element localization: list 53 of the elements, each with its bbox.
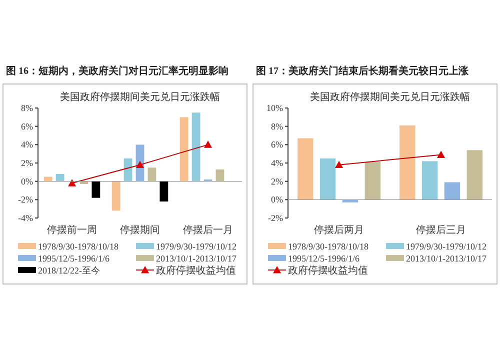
bar [466,150,483,200]
y-tick-label: 10% [266,103,284,113]
y-tick-label: 8% [21,103,34,113]
legend-label: 1978/9/30-1978/10/18 [38,242,119,252]
x-tick-label: 停摆前一周 [47,224,97,236]
y-tick-label: 0% [271,194,284,205]
bar [422,161,438,200]
y-tick-label: 0% [21,176,34,186]
legend-label: 1995/12/5-1996/1/6 [38,254,110,264]
legend-label: 1995/12/5-1996/1/6 [288,254,360,264]
y-tick-label: 2% [21,158,34,168]
bar [444,182,460,200]
legend-label: 1979/9/30-1979/10/12 [156,242,236,252]
y-tick-label: 4% [271,158,284,168]
bar [399,125,416,200]
y-tick-label: -2% [18,194,34,205]
legend-label: 1979/9/30-1979/10/12 [406,242,486,252]
y-tick-label: 2% [271,176,284,186]
bar [320,158,336,200]
legend-label: 政府停摆收益均值 [156,264,236,276]
point [204,140,212,148]
bar [92,181,100,198]
chart-title: 图 16：短期内，美政府关门对日元汇率无明显影响 [6,65,228,77]
bar [160,181,168,202]
x-tick-label: 停摆后三月 [416,224,466,236]
y-tick-label: 6% [271,140,284,150]
bar [112,181,120,211]
bar [56,174,64,182]
bar [216,169,224,182]
legend-label: 2013/10/1-2013/10/17 [156,254,237,264]
x-tick-label: 停摆后一月 [183,224,233,236]
chart-title: 图 17：美政府关门结束后长期看美元较日元上涨 [256,65,470,77]
legend-label: 2018/12/22-至今 [38,266,100,276]
legend-label: 政府停摆收益均值 [288,264,368,276]
bar [297,138,314,200]
point [68,179,76,186]
y-tick-label: 4% [21,140,34,150]
legend-label: 1978/9/30-1978/10/18 [288,242,369,252]
point [136,160,144,168]
legend-label: 2013/10/1-2013/10/17 [406,254,487,264]
y-tick-label: 6% [21,121,34,132]
bar [192,112,200,182]
bar [364,162,381,200]
chart-subtitle: 美国政府停摆期间美元兑日元涨跌幅 [310,91,470,103]
bar [148,168,156,182]
x-tick-label: 停摆后两月 [314,224,364,236]
bar [180,117,188,182]
y-tick-label: 8% [271,121,284,132]
y-tick-label: -4% [18,213,34,223]
chart-subtitle: 美国政府停摆期间美元兑日元涨跌幅 [60,91,220,103]
x-tick-label: 停摆期间 [120,224,160,236]
y-tick-label: -2% [268,213,284,223]
bar [342,200,358,202]
